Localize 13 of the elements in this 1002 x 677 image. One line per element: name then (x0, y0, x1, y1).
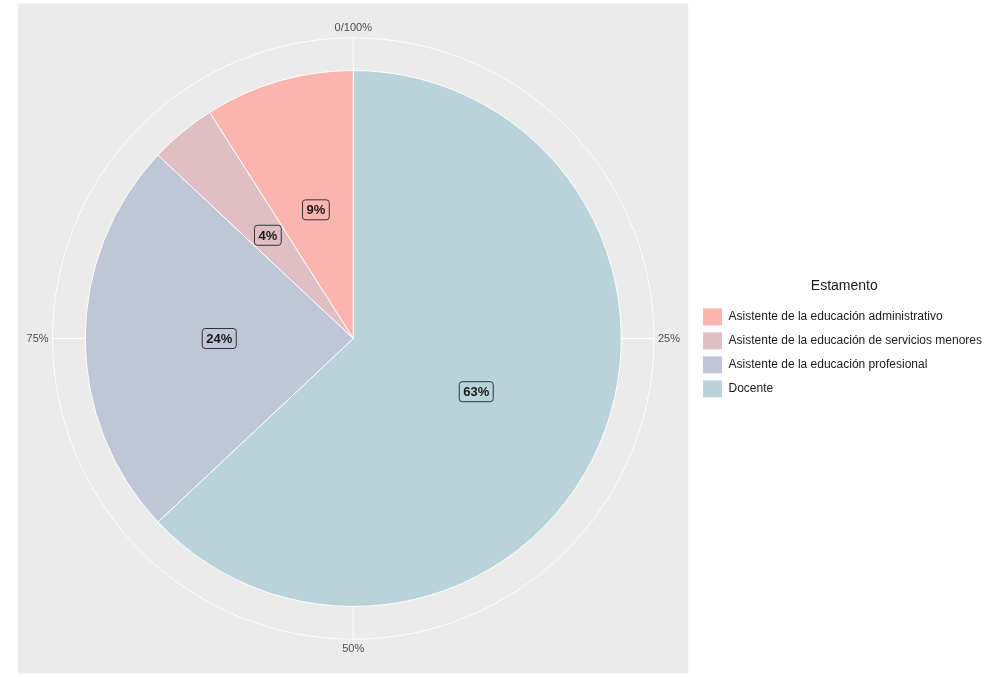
legend-label: Asistente de la educación de servicios menores (728, 333, 983, 348)
text: 75% (26, 331, 49, 344)
data-label: 9% (306, 202, 326, 218)
text: 50% (342, 642, 365, 655)
legend-label: Docente (728, 381, 774, 396)
text: 25% (657, 331, 681, 344)
data-label: 24% (206, 331, 233, 347)
data-label: 4% (258, 227, 278, 243)
text: 0/100% (334, 20, 373, 33)
data-label: 63% (463, 384, 490, 400)
legend-title: Estamento (810, 276, 878, 293)
legend-label: Asistente de la educación administrativo (728, 309, 943, 324)
legend-label: Asistente de la educación profesional (728, 357, 928, 372)
